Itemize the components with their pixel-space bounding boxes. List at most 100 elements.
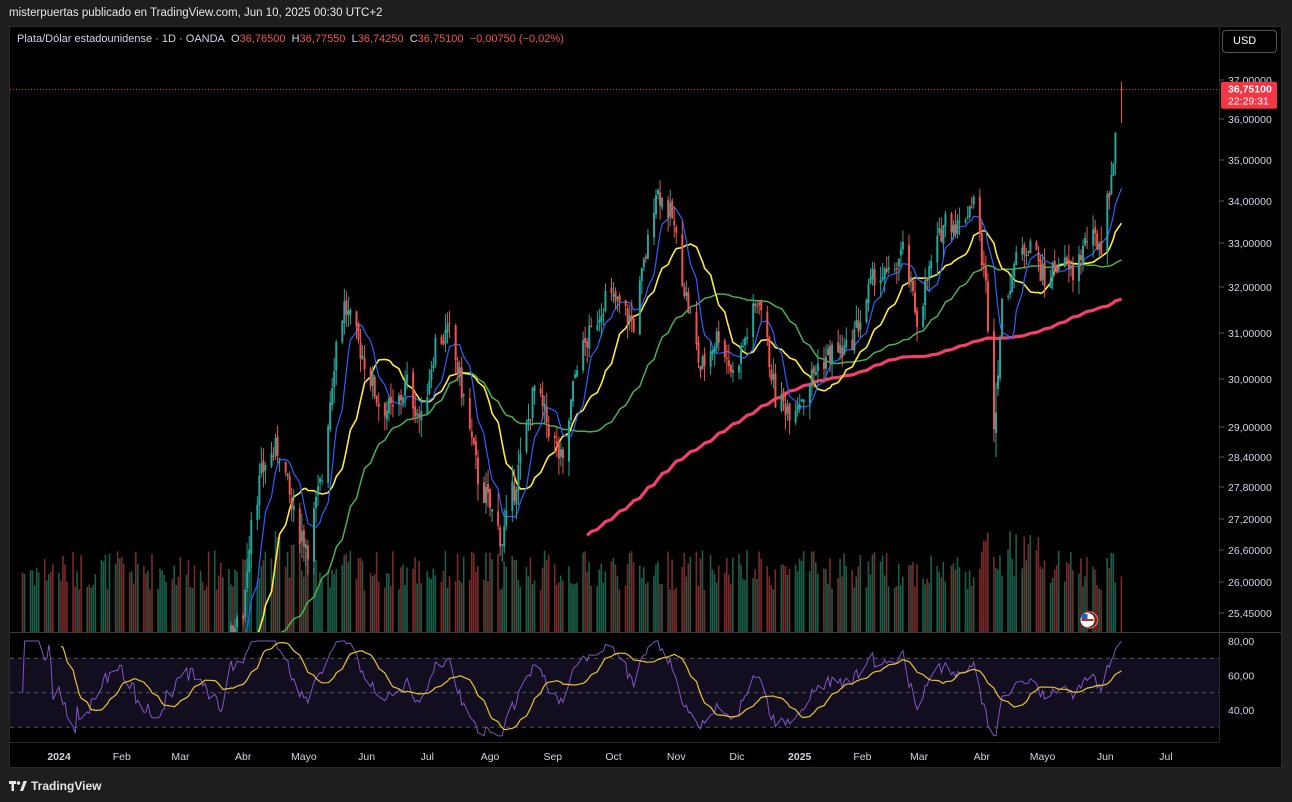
candle-body [1025, 254, 1028, 257]
volume-bar [406, 567, 408, 632]
candle-body [873, 269, 876, 286]
price-tick-label: 32,00000 [1228, 282, 1272, 294]
volume-bar [511, 556, 514, 632]
candle-body [744, 338, 747, 346]
volume-bar [373, 574, 376, 632]
volume-bar [132, 583, 135, 632]
volume-bar [671, 559, 673, 632]
volume-bar [545, 559, 548, 632]
volume-bar [908, 565, 910, 632]
volume-bar [859, 555, 862, 632]
volume-bar [742, 579, 744, 632]
candle-body [434, 337, 437, 365]
candle-body [669, 202, 672, 217]
volume-bar [685, 576, 688, 632]
volume-bar [689, 556, 692, 632]
volume-bar [940, 577, 943, 632]
volume-bar [128, 572, 131, 632]
candle-body [1069, 265, 1072, 269]
volume-bar [460, 582, 463, 632]
ma-long-line [586, 297, 1122, 537]
candle-body [936, 235, 939, 263]
price-tick-label: 26,60000 [1228, 545, 1272, 557]
volume-bar [250, 565, 252, 632]
volume-bar [616, 576, 619, 632]
volume-bar [812, 551, 815, 632]
candle-body [798, 404, 801, 410]
time-tick-label: Feb [113, 751, 131, 763]
volume-bar [161, 570, 163, 632]
flag-canton [1081, 614, 1088, 619]
volume-bar [553, 563, 556, 632]
volume-bar [768, 576, 771, 632]
candle-body [58, 650, 60, 651]
candle-body [345, 300, 348, 315]
candle-body [383, 403, 386, 417]
volume-bar [100, 559, 103, 632]
candle-body [72, 650, 74, 651]
candle-body [412, 372, 415, 409]
candle-body [1013, 263, 1016, 277]
candle-body [922, 305, 925, 328]
candle-body [897, 258, 900, 267]
candle-body [519, 453, 522, 464]
volume-bar [489, 552, 491, 632]
currency-button[interactable]: USD [1222, 30, 1277, 53]
candle-body [121, 650, 123, 651]
candle-body [800, 399, 803, 402]
volume-bar [1082, 586, 1084, 632]
high-value: 36,77550 [299, 33, 346, 45]
candle-body [812, 367, 815, 373]
volume-bar [541, 567, 544, 632]
volume-bar [1015, 534, 1017, 632]
volume-bar [122, 564, 125, 632]
candle-body [999, 337, 1002, 379]
volume-bar [404, 584, 406, 632]
volume-bar [149, 589, 151, 632]
volume-bar [1011, 559, 1013, 632]
volume-bar [444, 550, 447, 632]
candle-body [950, 213, 953, 233]
candle-body [624, 300, 627, 306]
volume-bar [1057, 550, 1060, 632]
volume-bar [199, 570, 202, 632]
candle-body [857, 320, 860, 332]
volume-bar [744, 579, 746, 632]
volume-bar [470, 551, 473, 632]
candle-body [924, 280, 927, 306]
candle-body [476, 457, 479, 485]
volume-bar [699, 558, 702, 632]
volume-bar [1110, 552, 1113, 632]
volume-bar [1041, 568, 1044, 632]
candle-body [188, 650, 190, 651]
volume-bar [276, 536, 279, 632]
volume-bar [576, 582, 578, 632]
candle-body [742, 345, 745, 347]
volume-bar [980, 551, 983, 632]
chart-frame [9, 26, 1282, 768]
candle-body [359, 342, 362, 359]
candle-body [1035, 242, 1038, 251]
candle-body [723, 340, 726, 358]
candle-body [899, 249, 902, 256]
volume-bar [653, 575, 655, 632]
volume-bar [938, 571, 941, 632]
volume-bar [997, 569, 999, 632]
volume-bar [307, 550, 309, 632]
candle-body [926, 277, 929, 282]
time-tick-label: Ago [481, 751, 500, 763]
candle-body [357, 323, 360, 340]
volume-bar [135, 551, 137, 632]
candle-body [952, 225, 955, 234]
candle-body [598, 319, 601, 324]
volume-bar [66, 581, 68, 632]
volume-bar [624, 585, 627, 632]
volume-bar [217, 575, 220, 632]
candle-body [230, 625, 233, 632]
volume-bar [72, 551, 74, 632]
volume-bar [995, 568, 997, 632]
volume-bar [468, 579, 471, 632]
candle-body [327, 426, 330, 483]
price-tick-label: 27,20000 [1228, 514, 1272, 526]
